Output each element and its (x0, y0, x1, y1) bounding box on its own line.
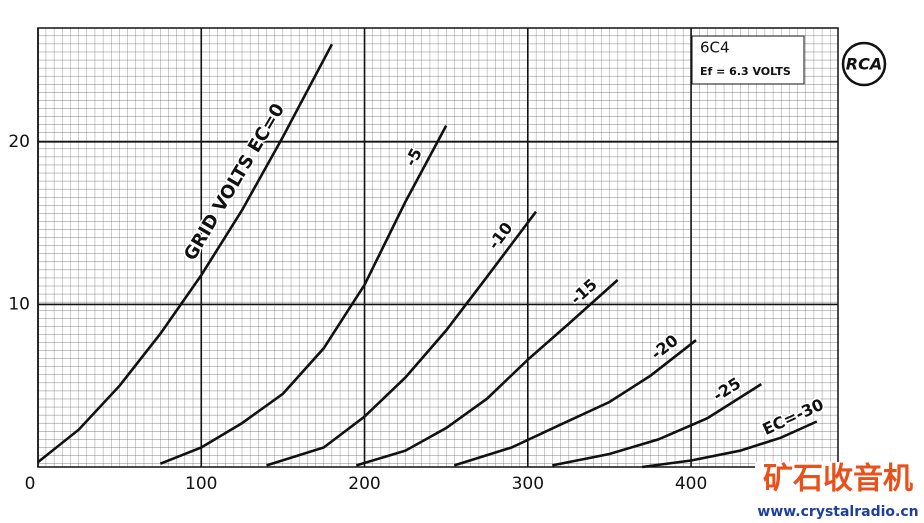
curve (356, 279, 619, 467)
x-tick-label: 400 (675, 474, 707, 494)
watermark-url: www.crystalradio.cn (757, 504, 918, 520)
watermark-cn: 矿石收音机 (763, 462, 913, 497)
curve (159, 124, 448, 465)
x-tick-label: 0 (25, 474, 36, 494)
watermark-bg (755, 462, 924, 523)
y-tick-label: 20 (8, 132, 30, 152)
x-tick-label: 300 (512, 474, 544, 494)
curve (453, 339, 697, 467)
curve (37, 43, 334, 464)
heater-label: Ef = 6.3 VOLTS (700, 65, 791, 78)
y-tick-label: 10 (8, 294, 30, 314)
curve (266, 210, 538, 467)
logo-circle (841, 41, 887, 87)
tube-label: 6C4 (700, 39, 730, 57)
curve (552, 383, 762, 467)
curve (641, 420, 818, 469)
logo: RCA (846, 55, 882, 74)
annotation-box (691, 35, 805, 85)
graph-paper (38, 28, 838, 467)
x-tick-label: 200 (348, 474, 380, 494)
x-tick-label: 100 (185, 474, 217, 494)
